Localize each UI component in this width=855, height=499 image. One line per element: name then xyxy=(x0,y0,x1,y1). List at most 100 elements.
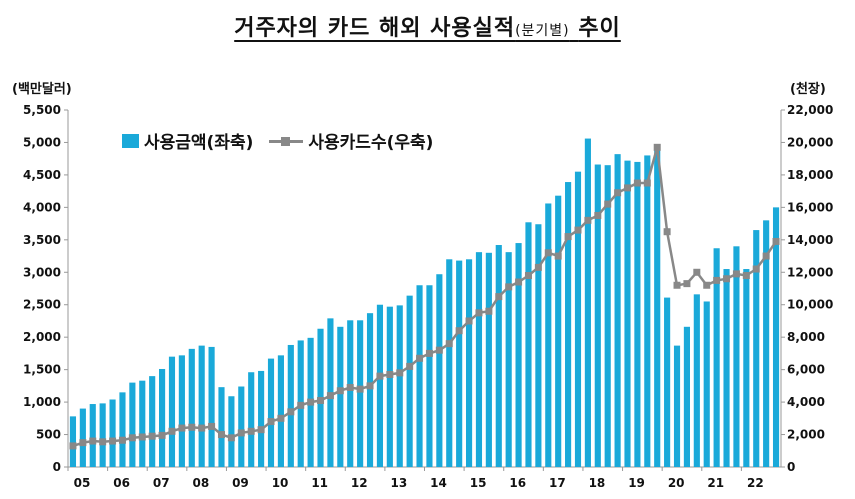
line-point xyxy=(396,369,404,377)
y-left-tick-label: 1,000 xyxy=(23,395,61,409)
line-point xyxy=(435,346,443,354)
line-point xyxy=(713,276,721,284)
y-right-tick-label: 14,000 xyxy=(787,233,833,247)
line-point xyxy=(584,216,592,224)
line-point xyxy=(346,383,354,391)
line-point xyxy=(534,263,542,271)
x-tick-label: 15 xyxy=(470,476,487,490)
bar xyxy=(139,380,146,467)
y-left-tick-label: 3,500 xyxy=(23,233,61,247)
bar xyxy=(386,306,393,467)
x-tick-label: 07 xyxy=(153,476,170,490)
y-right-tick-label: 22,000 xyxy=(787,103,833,117)
bar xyxy=(515,243,522,467)
bar xyxy=(119,392,126,467)
line-point xyxy=(505,283,513,291)
line-point xyxy=(178,424,186,432)
x-tick-label: 19 xyxy=(628,476,645,490)
bar xyxy=(654,146,661,468)
bar xyxy=(258,370,265,467)
x-tick-label: 05 xyxy=(74,476,91,490)
bar xyxy=(713,248,720,467)
bar xyxy=(89,404,96,467)
bar xyxy=(69,416,77,467)
y-left-tick-label: 5,000 xyxy=(23,135,61,149)
y-right-tick-label: 18,000 xyxy=(787,168,833,182)
line-point xyxy=(307,398,315,406)
line-point xyxy=(742,272,750,280)
line-point xyxy=(663,228,671,236)
line-point xyxy=(336,387,344,395)
bar xyxy=(109,399,116,467)
bar xyxy=(287,344,294,467)
bar xyxy=(743,269,750,467)
line-point xyxy=(455,327,463,335)
x-tick-label: 21 xyxy=(707,476,724,490)
bar xyxy=(624,160,631,467)
y-right-tick-label: 12,000 xyxy=(787,265,833,279)
line-point xyxy=(297,401,305,409)
y-right-tick-label: 20,000 xyxy=(787,135,833,149)
bar xyxy=(159,368,166,467)
bar xyxy=(574,171,582,467)
bar xyxy=(565,182,572,468)
bar xyxy=(99,403,106,467)
right-axis-unit: (천장) xyxy=(790,82,826,97)
bar xyxy=(644,155,651,467)
x-tick-label: 16 xyxy=(509,476,526,490)
bar xyxy=(584,138,591,467)
line-point xyxy=(386,371,394,379)
line-point xyxy=(544,249,552,257)
bar xyxy=(614,154,621,467)
legend-line-swatch xyxy=(269,134,304,148)
line-point xyxy=(762,252,770,260)
line-point xyxy=(604,200,612,208)
bar xyxy=(198,345,205,467)
bar xyxy=(634,161,641,467)
bar xyxy=(218,387,225,467)
line-point xyxy=(732,270,740,278)
line-point xyxy=(614,189,622,197)
line-point xyxy=(485,307,493,315)
line-point xyxy=(138,433,146,441)
x-tick-label: 08 xyxy=(192,476,209,490)
bar xyxy=(238,386,245,467)
line-point xyxy=(515,278,523,286)
bar xyxy=(228,396,235,467)
line-point xyxy=(237,429,245,437)
line-point xyxy=(594,211,602,219)
legend-line-label: 사용카드수(우축) xyxy=(308,133,434,153)
y-left-tick-label: 0 xyxy=(53,460,61,474)
bar xyxy=(763,220,770,467)
line-point xyxy=(703,281,711,289)
line-point xyxy=(633,179,641,187)
x-tick-label: 11 xyxy=(311,476,328,490)
line-point xyxy=(406,362,414,370)
y-left-tick-label: 4,500 xyxy=(23,168,61,182)
legend-bar-label: 사용금액(좌축) xyxy=(144,133,254,153)
line-point xyxy=(257,426,265,434)
line-point xyxy=(168,427,176,435)
y-right-tick-label: 6,000 xyxy=(787,363,825,377)
bar xyxy=(733,246,740,467)
line-point xyxy=(227,434,235,442)
legend-bar-swatch xyxy=(122,133,139,148)
y-left-tick-label: 500 xyxy=(36,428,61,442)
line-point xyxy=(624,184,632,192)
line-point xyxy=(366,382,374,390)
line-point xyxy=(416,354,424,362)
bar xyxy=(456,260,463,467)
bar xyxy=(604,165,611,467)
y-right-tick-label: 0 xyxy=(787,460,795,474)
bar xyxy=(149,376,156,467)
line-point xyxy=(683,280,691,288)
line-point xyxy=(425,349,433,357)
bar xyxy=(683,326,690,467)
bar xyxy=(525,222,532,467)
x-tick-label: 10 xyxy=(272,476,289,490)
bar xyxy=(436,274,443,467)
series-line-cards xyxy=(72,146,778,448)
line-point xyxy=(148,432,156,440)
line-point xyxy=(118,436,126,444)
